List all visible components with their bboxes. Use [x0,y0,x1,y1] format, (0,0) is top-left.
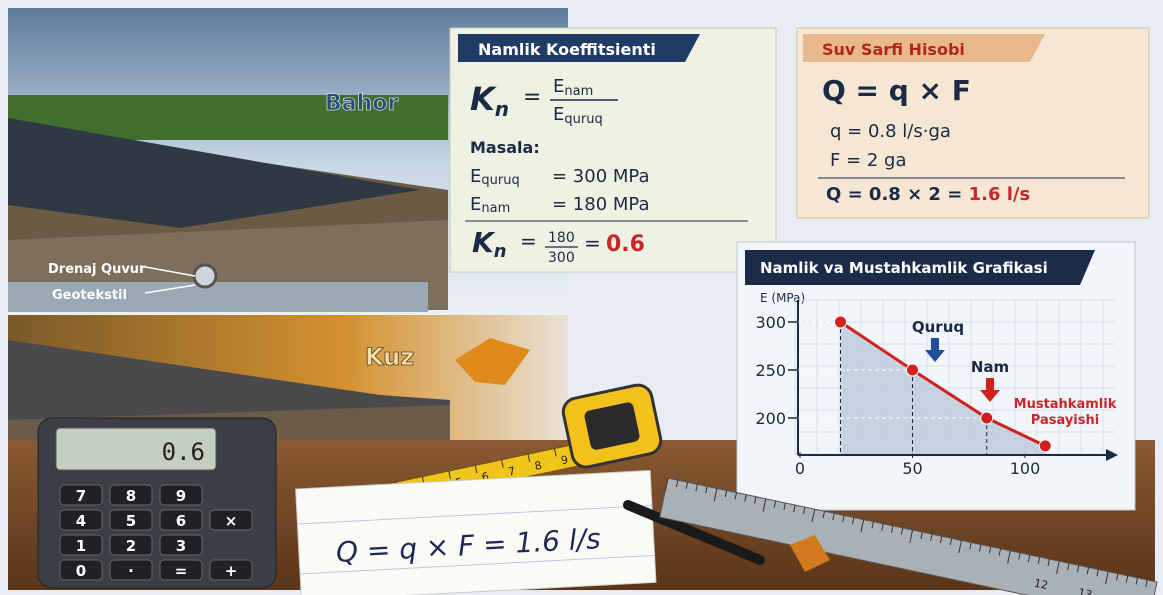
y-tick-label: 200 [755,409,786,428]
point [835,316,847,328]
panel-title: Namlik Koeffitsienti [478,40,656,59]
formula: Q = q × F [822,74,971,107]
subscript: nam [564,84,593,99]
equals: = [523,85,541,110]
key-label: 7 [76,487,86,505]
key-label: × [225,512,238,530]
key-label: 4 [76,512,86,530]
given-line: F = 2 ga [830,150,907,171]
season-label: Bahor [325,91,398,116]
result-expression: Q = 0.8 × 2 = [826,184,962,205]
annotation: Mustahkamlik [1014,397,1117,412]
numerator: 180 [548,230,575,246]
scene: Bahor Kuz Drenaj Quvur Geotekstil Namlik… [0,0,1163,595]
annotation: Quruq [912,318,964,336]
y-tick-label: 250 [755,361,786,380]
result-value: 1.6 l/s [969,184,1031,205]
symbol: E [553,104,564,125]
symbol: E [470,194,481,215]
value: = 300 MPa [552,166,650,187]
key-label: 3 [176,537,186,555]
key-label: 2 [126,537,136,555]
key-label: 9 [176,487,186,505]
page: Namlik Koeffitsienti html,body{margin:0;… [0,0,1163,595]
key-label: 5 [126,512,136,530]
subscript: quruq [481,173,519,188]
key-label: 8 [126,487,136,505]
equals: = [520,229,537,253]
symbol: E [470,166,481,187]
graph-title: Namlik va Mustahkamlik Grafikasi [760,259,1048,277]
drain-pipe [194,265,216,287]
key-label: · [128,562,134,580]
point [907,364,919,376]
subscript: n [495,97,509,121]
annotation: Nam [971,358,1009,376]
symbol: E [553,76,564,97]
key-label: = [175,562,188,580]
note: Q = q × F = 1.6 l/s [296,470,656,595]
x-tick-label: 100 [1010,459,1041,478]
key-label: 1 [76,537,86,555]
symbol: K [470,80,497,118]
x-tick-label: 50 [902,459,922,478]
result-line: Q = 0.8 × 2 = 1.6 l/s [826,184,1030,205]
layer-label: Geotekstil [52,288,127,303]
panel-title: Suv Sarfi Hisobi [822,40,965,59]
example-heading: Masala: [470,138,540,157]
season-label: Kuz [365,343,414,371]
key-label: 6 [176,512,186,530]
value: = 180 MPa [552,194,650,215]
subscript: n [494,241,507,262]
key-label: + [225,562,238,580]
subscript: quruq [564,112,602,127]
point [981,412,993,424]
symbol: K [472,226,496,259]
point [1039,440,1051,452]
layer-label: Drenaj Quvur [48,262,146,277]
denominator: 300 [548,250,575,266]
y-tick-label: 300 [755,313,786,332]
equals: = [584,231,601,255]
display-value: 0.6 [162,438,205,466]
given-line: q = 0.8 l/s·ga [830,121,951,142]
annotation: Pasayishi [1031,413,1099,428]
result-value: 0.6 [606,232,645,257]
subscript: nam [481,201,510,216]
x-tick-label: 0 [795,459,805,478]
key-label: 0 [76,562,86,580]
page-body: {"scene":{"spring_label":"Bahor","autumn… [0,0,1163,595]
